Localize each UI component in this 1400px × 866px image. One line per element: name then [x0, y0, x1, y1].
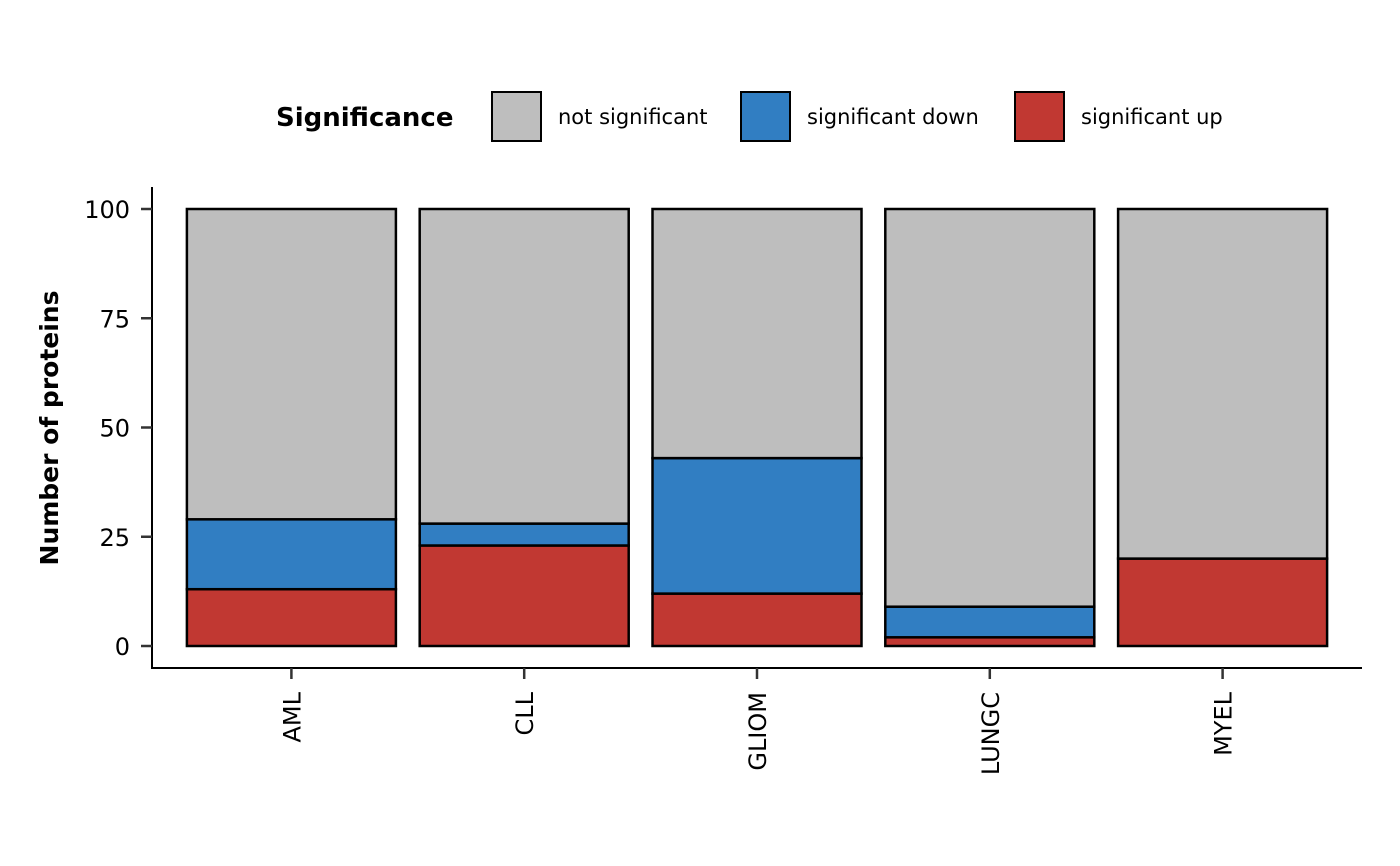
- y-tick-label: 0: [115, 633, 130, 661]
- y-tick-label: 50: [99, 415, 130, 443]
- x-tick-label-aml: AML: [278, 691, 306, 742]
- legend-key-significant-down: [740, 91, 791, 142]
- bar-aml-significant-down: [185, 518, 398, 591]
- bar-cll-significant-down: [418, 522, 630, 547]
- bar-lungc-significant-up: [884, 636, 1096, 648]
- legend-key-significant-up: [1014, 91, 1065, 142]
- x-axis: AML CLL GLIOM LUNGC MYEL: [151, 667, 1362, 775]
- bar-myel-significant-up: [1116, 557, 1329, 648]
- y-axis-title: Number of proteins: [35, 291, 64, 566]
- x-tick-label-myel: MYEL: [1210, 691, 1238, 756]
- x-tick-label-lungc: LUNGC: [977, 692, 1005, 775]
- x-tick-label-gliom: GLIOM: [744, 692, 772, 771]
- legend-key-not-significant: [491, 91, 542, 142]
- bar-lungc-significant-down: [884, 605, 1096, 639]
- bar-cll-not-significant: [418, 207, 630, 525]
- y-tick-label: 100: [84, 196, 130, 224]
- x-tick-label-cll: CLL: [511, 691, 539, 735]
- legend-label-significant-down: significant down: [807, 105, 979, 129]
- bar-lungc-not-significant: [884, 207, 1096, 608]
- legend-label-not-significant: not significant: [558, 105, 708, 129]
- legend: Significance not significant significant …: [276, 91, 1223, 142]
- bar-aml-significant-up: [185, 587, 398, 648]
- bar-gliom-significant-down: [651, 456, 863, 595]
- y-tick-label: 75: [99, 305, 130, 333]
- bar-cll-significant-up: [418, 544, 630, 648]
- bar-gliom-significant-up: [651, 592, 863, 648]
- y-axis: 0 25 50 75 100: [84, 187, 153, 669]
- legend-label-significant-up: significant up: [1081, 105, 1223, 129]
- y-tick-label: 25: [99, 524, 130, 552]
- legend-title: Significance: [276, 103, 453, 133]
- bar-aml-not-significant: [185, 207, 398, 521]
- bars: [185, 207, 1329, 648]
- bar-myel-not-significant: [1116, 207, 1329, 560]
- bar-gliom-not-significant: [651, 207, 863, 460]
